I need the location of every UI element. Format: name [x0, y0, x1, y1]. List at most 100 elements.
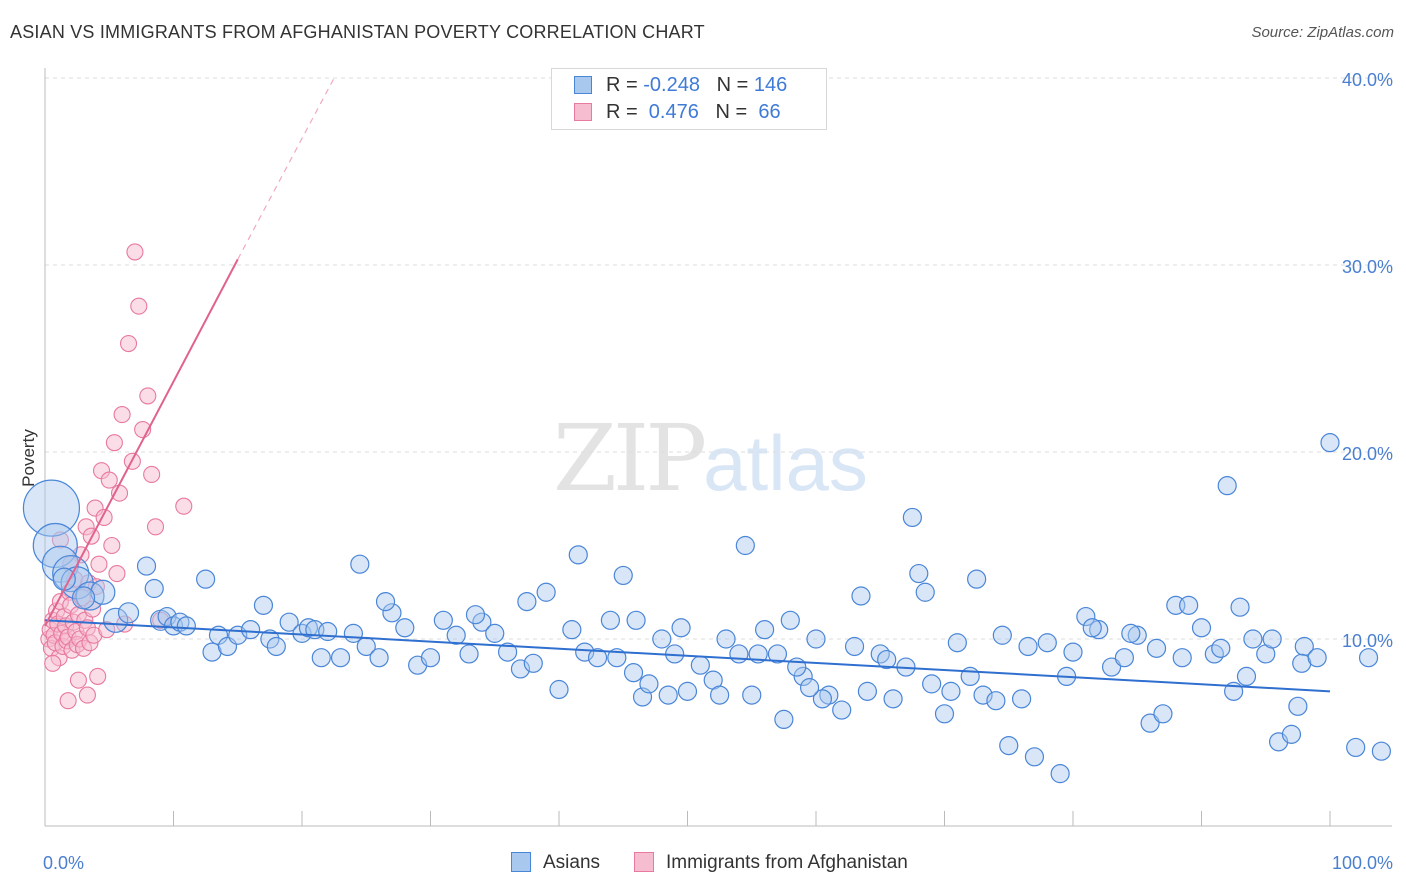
- asian-point: [517, 591, 537, 612]
- y-tick-label: 30.0%: [1342, 257, 1393, 277]
- asian-point: [613, 565, 633, 586]
- legend-afghan-r-label: R =: [606, 101, 644, 123]
- asian-point: [922, 674, 942, 694]
- asian-point: [1294, 636, 1314, 657]
- legend-item-afghanistan: Immigrants from Afghanistan: [634, 852, 908, 874]
- afghan-trend-line: [44, 258, 239, 627]
- axes: [44, 68, 1392, 827]
- afghan-point: [103, 536, 121, 555]
- asian-point: [330, 648, 351, 668]
- y-tick-label: 10.0%: [1342, 631, 1393, 651]
- asian-point: [999, 735, 1019, 756]
- series-legend: Asians Immigrants from Afghanistan: [0, 852, 1406, 878]
- asian-point: [1358, 648, 1379, 668]
- asian-point: [562, 620, 582, 640]
- asian-point: [947, 633, 967, 653]
- asian-point: [446, 625, 466, 645]
- asian-point: [639, 674, 659, 694]
- tick-labels: 10.0% 20.0% 30.0% 40.0% 0.0% 100.0%: [43, 70, 1393, 873]
- afghan-point: [98, 621, 116, 639]
- asian-point: [902, 507, 922, 528]
- asian-point: [1121, 623, 1141, 643]
- legend-afghan-n-label: N =: [715, 101, 753, 123]
- asian-point: [1262, 629, 1282, 649]
- asian-point: [241, 620, 261, 640]
- trend-lines: [44, 77, 1331, 693]
- asian-point: [90, 579, 116, 605]
- asian-point: [1346, 737, 1366, 758]
- asian-point: [350, 554, 370, 574]
- asian-point: [806, 629, 826, 649]
- legend-afghan-r-value: 0.476: [643, 101, 699, 123]
- asian-point: [1288, 696, 1308, 716]
- asian-point: [909, 563, 929, 584]
- asian-point: [472, 612, 492, 632]
- watermark: ZIPatlas: [553, 405, 868, 512]
- asian-point: [883, 689, 903, 709]
- legend-item-asians: Asians: [511, 852, 600, 874]
- legend-label-afghanistan: Immigrants from Afghanistan: [666, 852, 908, 873]
- afghan-point: [113, 406, 131, 424]
- source-label: Source: ZipAtlas.com: [1251, 24, 1394, 41]
- asian-point: [729, 644, 749, 664]
- asian-point: [812, 689, 833, 709]
- asian-point: [568, 545, 588, 565]
- legend-label-asians: Asians: [543, 852, 601, 873]
- asian-point: [311, 648, 331, 668]
- asian-point: [1018, 636, 1038, 657]
- asian-point: [626, 610, 646, 630]
- asian-point: [915, 582, 935, 602]
- asian-point: [754, 620, 775, 640]
- asian-point: [1281, 724, 1302, 744]
- asian-point: [877, 649, 897, 670]
- afghan-point: [59, 692, 77, 710]
- asian-point: [587, 648, 608, 668]
- asian-point: [780, 610, 800, 630]
- asian-point: [52, 567, 76, 591]
- asian-point: [748, 644, 768, 664]
- asian-point: [652, 629, 672, 649]
- y-tick-label: 40.0%: [1342, 70, 1393, 90]
- asian-point: [1101, 657, 1122, 677]
- asian-point: [1076, 606, 1096, 627]
- asian-point: [1236, 666, 1257, 687]
- asian-point: [279, 612, 299, 632]
- asian-point: [103, 607, 129, 633]
- asian-point: [1082, 618, 1102, 638]
- asian-point: [382, 603, 402, 623]
- afghanistan-swatch: [634, 852, 654, 872]
- legend-asian-n-label: N =: [716, 74, 754, 96]
- legend-asian-n-value: 146: [753, 74, 788, 96]
- asian-point: [623, 663, 644, 683]
- asian-point: [1024, 747, 1045, 767]
- asian-point: [607, 648, 627, 668]
- asian-point: [710, 685, 730, 705]
- asian-point: [1153, 704, 1173, 724]
- chart-title: ASIAN VS IMMIGRANTS FROM AFGHANISTAN POV…: [10, 22, 705, 42]
- asian-point: [1320, 433, 1340, 453]
- asian-point: [1140, 713, 1160, 733]
- asian-point: [735, 535, 755, 556]
- afghan-point: [89, 667, 107, 685]
- legend-row-afghan: R = 0.476 N = 66: [574, 101, 781, 127]
- asian-point: [967, 569, 987, 589]
- correlation-legend: R = -0.248 N = 146 R = 0.476 N = 66: [551, 68, 827, 130]
- afghan-point: [78, 686, 96, 704]
- asian-point: [176, 616, 196, 636]
- afghan-point: [130, 297, 148, 315]
- asian-point: [375, 591, 396, 612]
- afghan-point: [100, 471, 118, 489]
- asian-point: [71, 586, 96, 610]
- x-tick-label: 100.0%: [1332, 853, 1393, 873]
- asian-point: [459, 644, 479, 664]
- asian-point: [318, 621, 338, 642]
- y-axis-label: Poverty: [19, 429, 38, 487]
- asian-point: [799, 678, 820, 698]
- asian-point: [1063, 642, 1083, 662]
- asian-point: [1307, 648, 1327, 668]
- watermark-atlas: atlas: [703, 419, 868, 507]
- asian-point: [196, 569, 216, 589]
- asian-point: [523, 653, 543, 673]
- asian-point: [536, 582, 556, 602]
